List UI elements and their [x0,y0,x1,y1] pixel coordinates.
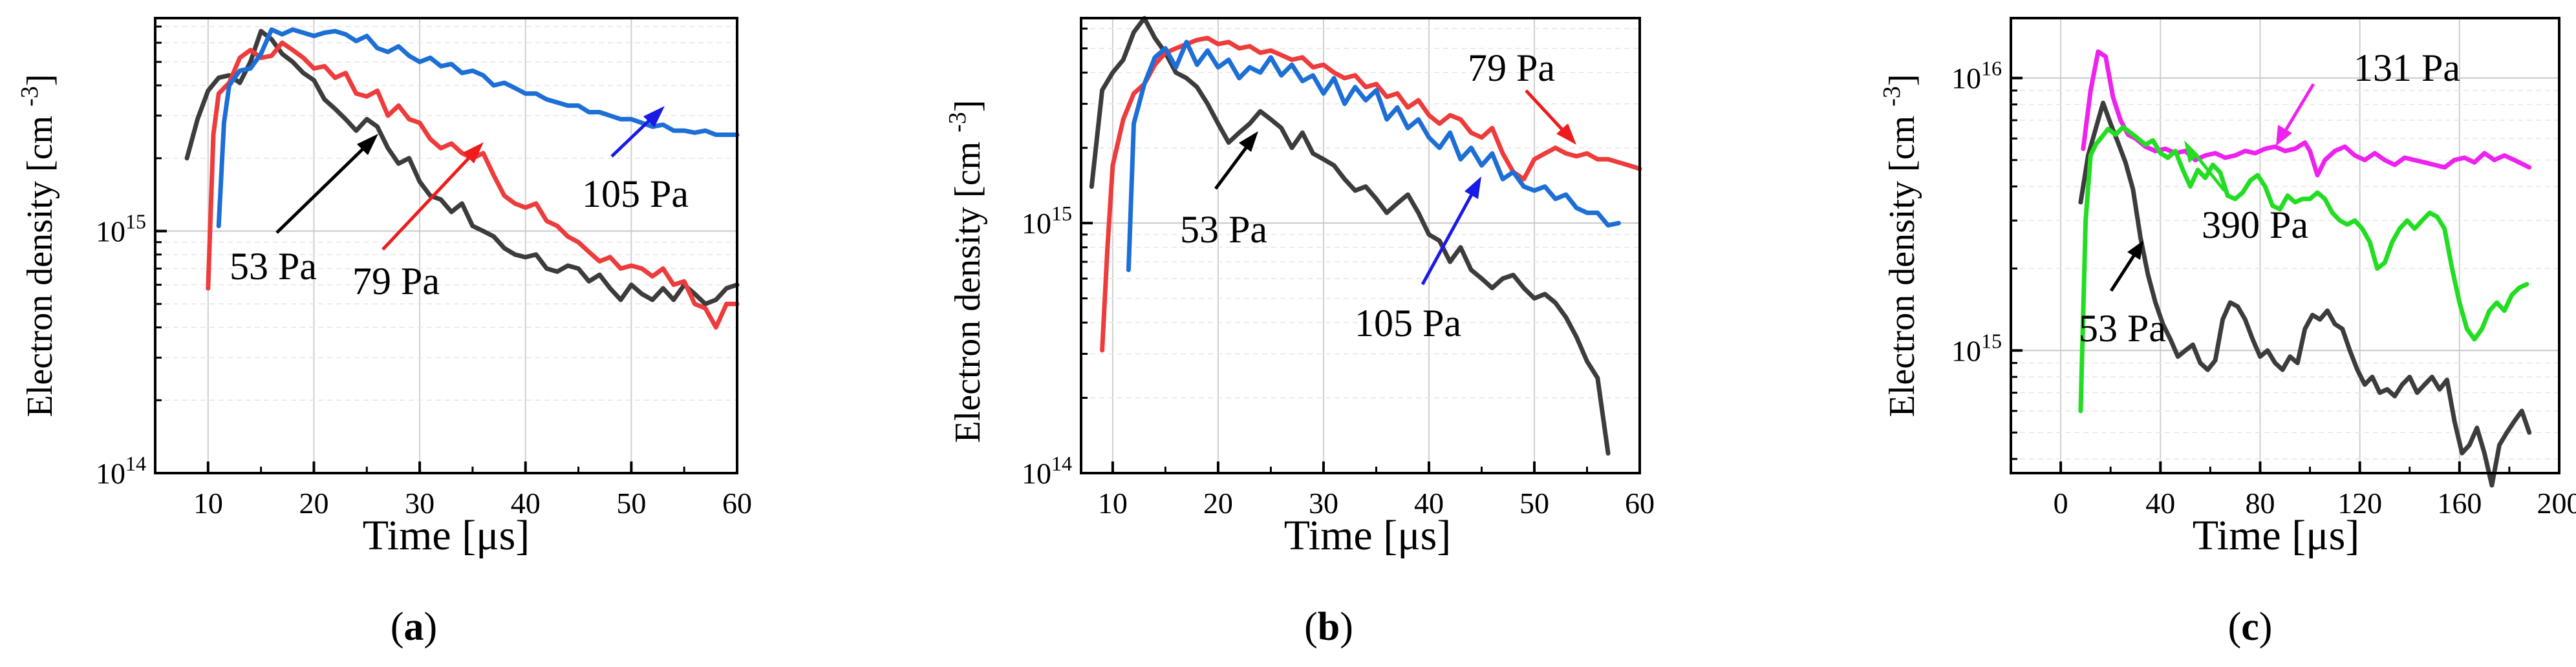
ylabel-unit-exponent: -3 [1878,86,1905,107]
ylabel-unit-exponent: -3 [16,86,43,107]
panel-b-arrow-79 [1525,89,1576,145]
x-tick-label: 160 [2437,487,2482,520]
panel-b-annotation-79: 79 Pa [1468,47,1555,89]
panel-c-series [2078,49,2532,488]
y-tick-label-exponent: 15 [125,210,146,233]
panel-c-xlabel: Time [μs] [2193,512,2360,559]
x-tick-label: 60 [1625,487,1655,520]
x-tick-label: 40 [2145,487,2175,520]
panel-a-arrow-53 [275,134,378,234]
panel-b-arrow-105 [1421,176,1481,286]
x-tick-label: 30 [1309,487,1338,520]
panel-c-grid [2011,18,2560,473]
y-tick-label: 1014 [1022,452,1072,490]
panel-b-label: b [1318,605,1340,649]
y-tick-label-exponent: 15 [1051,202,1072,225]
x-tick-label: 50 [616,487,646,520]
panel-b-ylabel-text: Electron density [cm [948,142,988,443]
y-tick-label-base: 10 [1022,207,1051,240]
x-tick-label: 120 [2337,487,2382,520]
y-tick-label: 1015 [1951,329,2002,367]
series-line-131-pa [2081,49,2532,178]
x-tick-label: 60 [722,487,752,520]
panel-a-caption: (a) [391,605,437,649]
y-tick-label-base: 10 [96,215,125,248]
ylabel-bracket: ] [1882,74,1922,87]
panel-a-annotation-79: 79 Pa [352,260,440,302]
panel-b-series [1089,16,1642,456]
y-tick-label-exponent: 15 [1981,329,2002,352]
ylabel-bracket: ] [948,100,988,112]
y-tick-label-exponent: 14 [125,452,146,475]
series-line-53-pa [1089,16,1611,456]
panel-c-frame [2010,17,2560,474]
panel-c-arrow-53 [2109,240,2143,292]
panel-b-caption: (b) [1304,605,1353,649]
ylabel-bracket: ] [20,74,60,87]
series-line-105-pa [216,27,740,229]
panel-b-annotation-53: 53 Pa [1180,208,1267,251]
panel-a-frame [154,17,738,474]
y-tick-label-base: 10 [1951,62,1981,95]
panel-c-ylabel: Electron density [cm -3] [1878,74,1922,418]
panel-c-annotation-390: 390 Pa [2202,204,2308,246]
panel-a-annotation-53: 53 Pa [230,245,317,288]
panel-a-ylabel-text: Electron density [cm [20,116,60,418]
y-tick-label-exponent: 14 [1051,452,1072,475]
x-tick-label: 30 [405,487,435,520]
panel-b-ylabel: Electron density [cm -3] [944,100,988,443]
panel-a-arrow-105 [610,106,665,158]
y-tick-label: 1015 [1022,202,1072,240]
y-tick-label-base: 10 [1022,457,1051,490]
panel-c-annotation-131: 131 Pa [2354,47,2460,89]
x-tick-label: 10 [193,487,223,520]
y-tick-label: 1014 [96,452,146,490]
series-line-390-pa [2078,125,2529,414]
x-tick-label: 20 [299,487,328,520]
x-tick-label: 20 [1203,487,1233,520]
panel-a-label: a [404,605,424,649]
panel-b-annotation-105: 105 Pa [1355,302,1461,344]
y-tick-label-exponent: 16 [1981,57,2002,80]
panel-b-xlabel: Time [μs] [1284,512,1452,559]
x-tick-label: 40 [1414,487,1444,520]
panel-c-arrow-131 [2276,83,2315,146]
panel-a-xlabel: Time [μs] [363,512,530,559]
y-tick-label: 1016 [1951,57,2002,95]
panel-b-grid [1081,18,1640,474]
panel-c-ylabel-text: Electron density [cm [1882,116,1922,418]
x-tick-label: 80 [2245,487,2275,520]
series-line-105-pa [1126,39,1621,273]
y-tick-label: 1015 [96,210,146,248]
panel-c-caption: (c) [2228,605,2273,649]
y-tick-label-base: 10 [96,457,125,490]
panel-a-annotation-105: 105 Pa [582,173,689,215]
y-tick-label-base: 10 [1951,334,1981,367]
ylabel-unit-exponent: -3 [944,112,971,132]
x-tick-label: 200 [2537,487,2576,520]
panel-a-ylabel: Electron density [cm -3] [16,74,60,418]
panel-c-annotation-53: 53 Pa [2079,307,2166,350]
x-tick-label: 0 [2054,487,2068,520]
x-tick-label: 50 [1519,487,1549,520]
panel-b-arrow-53 [1214,131,1258,190]
x-tick-label: 40 [511,487,541,520]
panel-c-label: c [2241,605,2259,649]
x-tick-label: 10 [1098,487,1128,520]
panel-c-arrow-390 [2184,140,2226,192]
panel-a-arrow-79 [381,142,484,251]
series-line-53-pa [2078,100,2532,488]
panel-b-frame [1080,17,1641,474]
